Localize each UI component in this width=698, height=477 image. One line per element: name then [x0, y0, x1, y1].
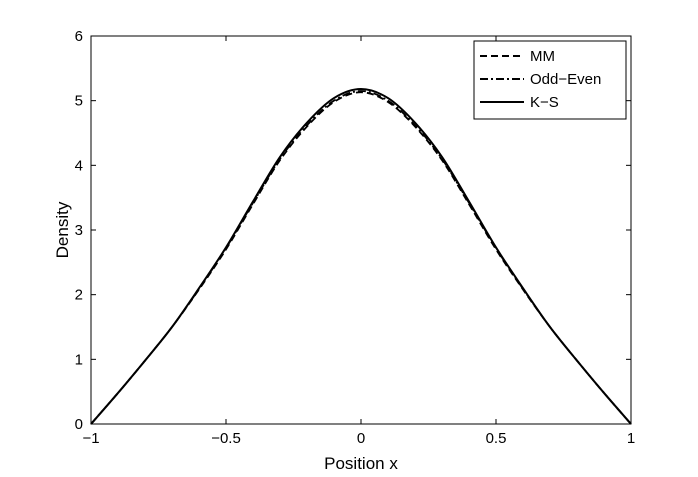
y-axis-label: Density — [53, 201, 72, 258]
y-tick-label: 3 — [75, 222, 83, 239]
y-tick-label: 2 — [75, 287, 83, 304]
x-tick-label: 0 — [357, 430, 365, 447]
series-layer — [90, 88, 632, 425]
y-tick-label: 5 — [75, 93, 83, 110]
legend-label-1: Odd−Even — [530, 71, 601, 88]
x-tick-label: −0.5 — [211, 430, 241, 447]
y-tick-label: 6 — [75, 28, 83, 45]
legend-label-0: MM — [530, 48, 555, 65]
legend-label-2: K−S — [530, 94, 559, 111]
y-tick-label: 4 — [75, 157, 83, 174]
legend: MM Odd−Even K−S — [473, 40, 627, 120]
x-axis-label: Position x — [324, 454, 398, 473]
y-tick-label: 1 — [75, 351, 83, 368]
x-tick-label: −1 — [82, 430, 99, 447]
tick-layer: −1 −0.5 0 0.5 1 0 1 2 3 4 5 6 — [75, 28, 636, 447]
series-line-2 — [90, 88, 632, 425]
x-tick-label: 1 — [627, 430, 635, 447]
x-tick-label: 0.5 — [486, 430, 507, 447]
y-tick-label: 0 — [75, 416, 83, 433]
